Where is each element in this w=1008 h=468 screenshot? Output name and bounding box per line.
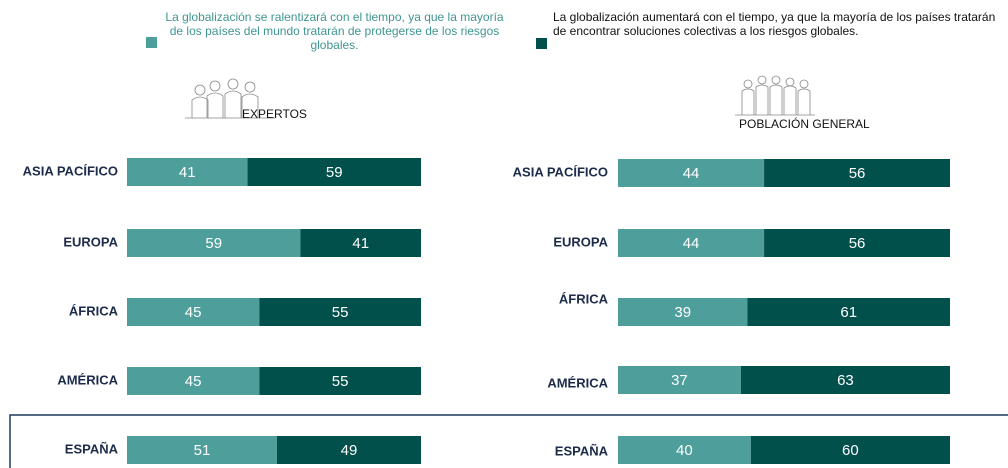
value-label: 60 bbox=[842, 442, 859, 459]
category-label: AMÉRICA bbox=[547, 375, 608, 390]
value-label: 51 bbox=[194, 442, 211, 459]
value-label: 63 bbox=[837, 372, 854, 389]
value-label: 49 bbox=[341, 442, 358, 459]
value-label: 40 bbox=[676, 442, 693, 459]
legend-swatch bbox=[536, 38, 547, 49]
chart-title: POBLACIÓN GENERAL bbox=[739, 116, 870, 131]
value-label: 55 bbox=[332, 304, 349, 321]
value-label: 59 bbox=[326, 164, 343, 181]
category-label: ASIA PACÍFICO bbox=[513, 164, 608, 179]
chart-title: EXPERTOS bbox=[242, 107, 307, 121]
value-label: 41 bbox=[352, 235, 369, 252]
category-label: ÁFRICA bbox=[69, 303, 119, 318]
legend-label: La globalización aumentará con el tiempo… bbox=[553, 10, 1008, 38]
chart: EXPERTOS ASIA PACÍFICO 41 59 EUROPA 59 41 ÁFRIC… bbox=[0, 0, 1008, 468]
page: EXPERTOS ASIA PACÍFICO 41 59 EUROPA 59 41 ÁFRIC… bbox=[0, 0, 1008, 468]
category-label: ASIA PACÍFICO bbox=[23, 163, 118, 178]
value-label: 37 bbox=[671, 372, 688, 389]
value-label: 55 bbox=[332, 373, 349, 390]
population-icon bbox=[735, 76, 815, 115]
legend-label: La globalización se ralentizará con el t… bbox=[162, 10, 507, 52]
value-label: 44 bbox=[683, 235, 700, 252]
legend-swatch bbox=[146, 37, 157, 48]
value-label: 41 bbox=[179, 164, 196, 181]
category-label: AMÉRICA bbox=[57, 372, 118, 387]
category-label: EUROPA bbox=[553, 234, 608, 249]
value-label: 56 bbox=[849, 165, 866, 182]
value-label: 39 bbox=[674, 304, 691, 321]
category-label: EUROPA bbox=[63, 234, 118, 249]
value-label: 45 bbox=[185, 373, 202, 390]
value-label: 44 bbox=[683, 165, 700, 182]
category-label: ESPAÑA bbox=[65, 441, 119, 456]
category-label: ÁFRICA bbox=[559, 291, 609, 306]
value-label: 56 bbox=[849, 235, 866, 252]
value-label: 45 bbox=[185, 304, 202, 321]
category-label: ESPAÑA bbox=[555, 443, 609, 458]
value-label: 59 bbox=[205, 235, 222, 252]
value-label: 61 bbox=[840, 304, 857, 321]
